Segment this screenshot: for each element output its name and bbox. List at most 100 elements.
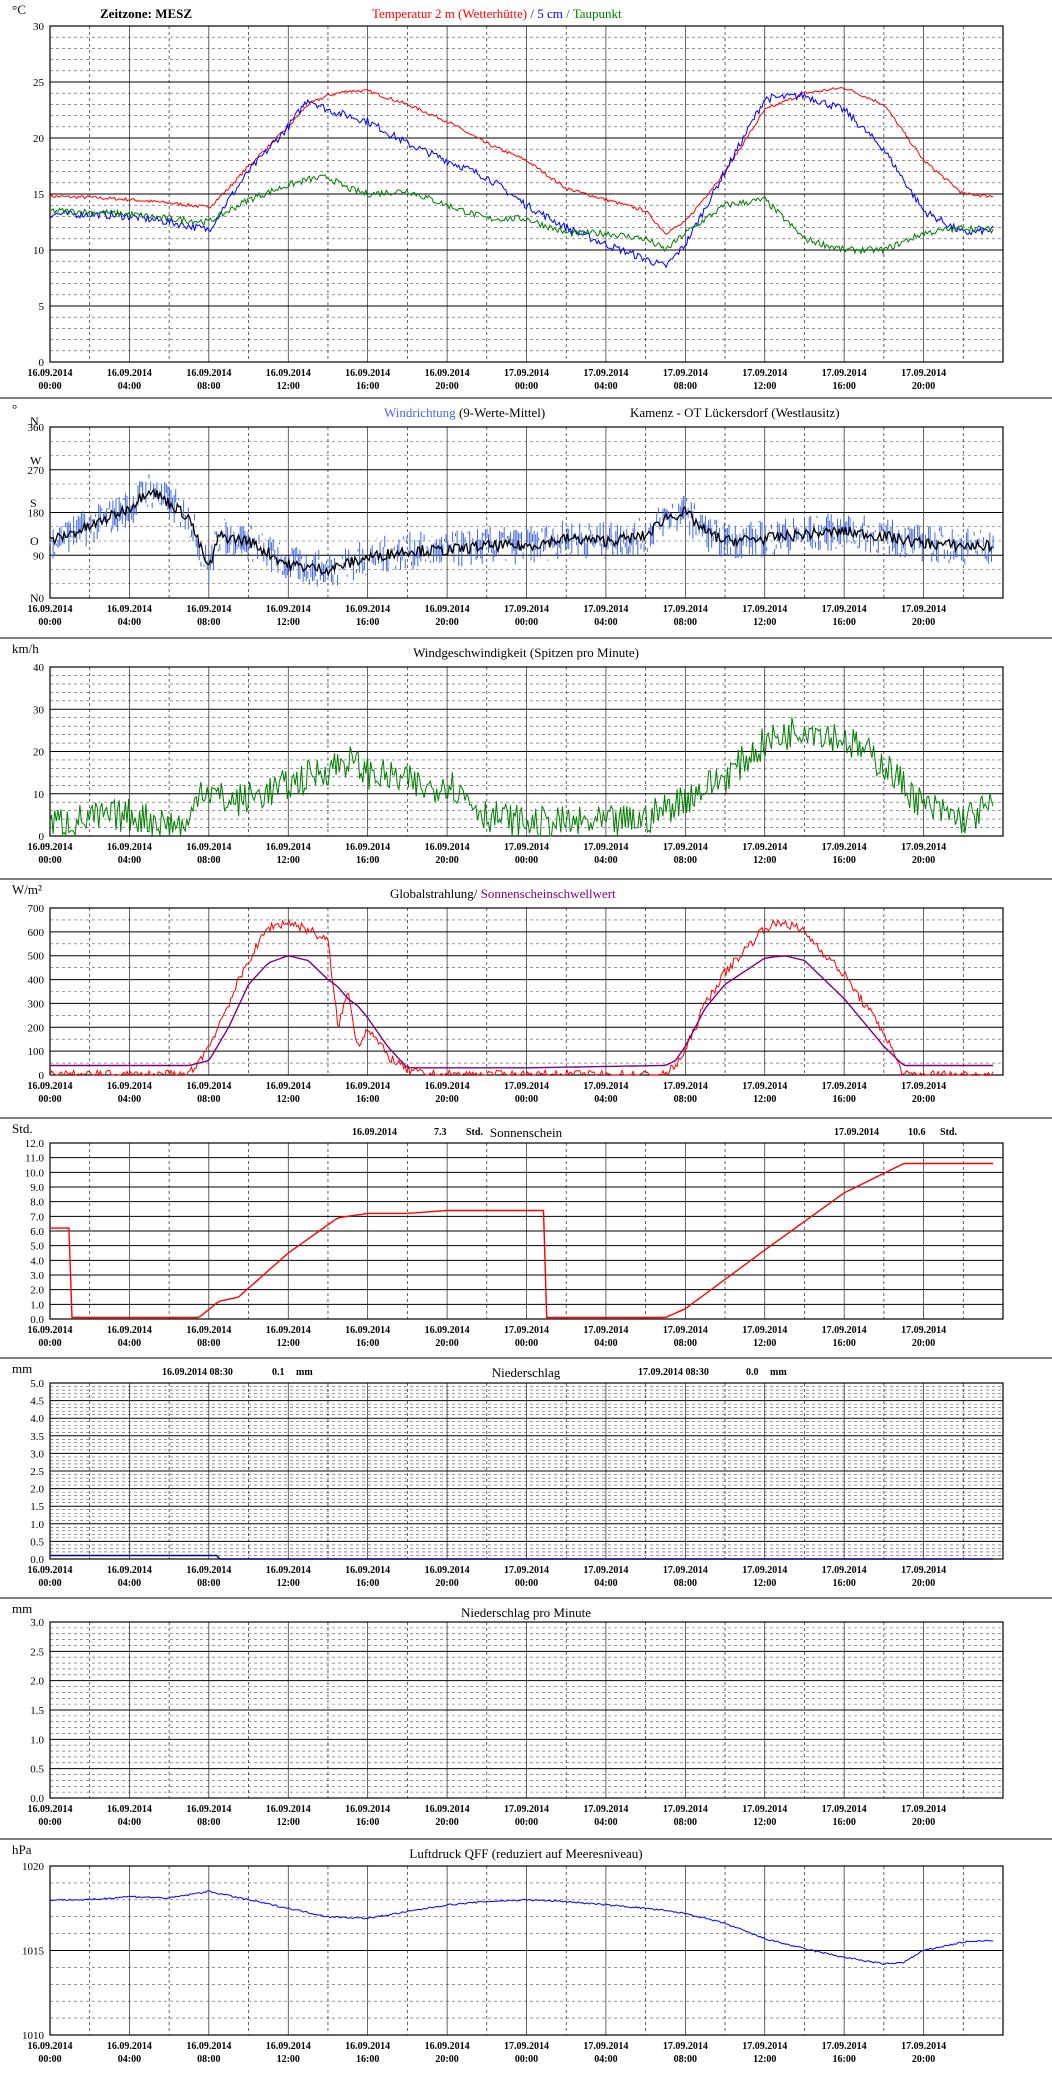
x-tick-date: 16.09.2014	[107, 1325, 152, 1336]
x-tick-date: 17.09.2014	[742, 2041, 787, 2052]
series-1-line	[49, 717, 994, 837]
x-tick-date: 17.09.2014	[504, 604, 549, 615]
y-tick-label: 5.0	[30, 1241, 44, 1253]
title-part: Taupunkt	[573, 6, 622, 21]
x-tick-time: 16:00	[356, 617, 379, 628]
x-tick-time: 16:00	[356, 855, 379, 866]
plot-frame	[49, 426, 1004, 599]
y-tick-label: 25	[33, 77, 45, 89]
x-tick-time: 12:00	[753, 617, 776, 628]
x-tick-time: 08:00	[197, 2054, 220, 2065]
x-tick-date: 17.09.2014	[504, 1565, 549, 1576]
x-tick-time: 00:00	[38, 1094, 61, 1105]
timezone-label: Zeitzone: MESZ	[100, 6, 192, 21]
x-tick-date: 16.09.2014	[345, 1804, 390, 1815]
chart-panel-3: 0 10 20 30 40 km/h Windgeschwindigkeit (Spitze…	[0, 637, 1052, 866]
x-tick-date: 17.09.2014	[663, 604, 708, 615]
x-tick-time: 12:00	[753, 1338, 776, 1349]
y-tick-label: 2.0	[30, 1676, 44, 1688]
plot-frame	[49, 1865, 1004, 2036]
x-tick-time: 04:00	[594, 1094, 617, 1105]
plot-frame	[49, 1621, 1004, 1799]
y-tick-label: 700	[28, 903, 45, 915]
x-tick-time: 12:00	[753, 1094, 776, 1105]
plot-frame	[49, 25, 1004, 363]
series-1-line	[50, 1162, 994, 1319]
y-tick-label: 20	[33, 133, 45, 145]
x-tick-date: 16.09.2014	[186, 1565, 231, 1576]
summary-date: 17.09.2014	[834, 1127, 879, 1138]
summary-unit: Std.	[940, 1127, 957, 1138]
x-tick-date: 16.09.2014	[425, 842, 470, 853]
x-tick-time: 00:00	[515, 617, 538, 628]
x-tick-date: 17.09.2014	[663, 368, 708, 379]
series-1-line	[49, 87, 994, 235]
x-tick-date: 16.09.2014	[107, 1565, 152, 1576]
x-tick-time: 12:00	[753, 855, 776, 866]
x-tick-date: 16.09.2014	[107, 368, 152, 379]
x-tick-time: 04:00	[118, 2054, 141, 2065]
x-tick-time: 20:00	[435, 1817, 458, 1828]
x-tick-time: 00:00	[38, 1578, 61, 1589]
series-2-line	[49, 90, 994, 269]
series-1-line	[49, 1890, 994, 1966]
x-tick-time: 20:00	[912, 1578, 935, 1589]
x-tick-date: 16.09.2014	[186, 1081, 231, 1092]
x-tick-time: 00:00	[38, 855, 61, 866]
y-tick-label: 40	[33, 662, 45, 674]
y-tick-label: 10.0	[25, 1167, 45, 1179]
x-tick-time: 08:00	[197, 1817, 220, 1828]
x-tick-time: 12:00	[277, 1094, 300, 1105]
x-tick-date: 16.09.2014	[186, 1804, 231, 1815]
chart-panel-6: 0.0 0.5 1.0 1.5 2.0 2.5 3.0 3.5 4.0 4.5 5.0 mm Niede…	[0, 1357, 1052, 1589]
x-tick-time: 08:00	[197, 1338, 220, 1349]
y-tick-label: 4.0	[30, 1413, 44, 1425]
x-tick-time: 04:00	[118, 1817, 141, 1828]
y-tick-label: 180	[28, 508, 45, 520]
y-tick-label: 20	[33, 747, 45, 759]
x-tick-date: 17.09.2014	[822, 842, 867, 853]
x-tick-date: 17.09.2014	[901, 1565, 946, 1576]
series-2-line	[50, 955, 994, 1069]
x-tick-date: 16.09.2014	[107, 2041, 152, 2052]
y-tick-label: 12.0	[25, 1138, 45, 1150]
x-tick-time: 20:00	[912, 855, 935, 866]
x-tick-date: 16.09.2014	[345, 368, 390, 379]
x-tick-date: 16.09.2014	[28, 1081, 73, 1092]
x-tick-date: 16.09.2014	[266, 842, 311, 853]
x-tick-time: 04:00	[118, 617, 141, 628]
unit-label: W/m²	[12, 882, 42, 897]
summary-value: 0.0	[746, 1367, 759, 1378]
x-tick-date: 16.09.2014	[28, 1325, 73, 1336]
y-tick-label: 10	[33, 789, 45, 801]
x-tick-date: 17.09.2014	[742, 842, 787, 853]
y-tick-label: 1020	[22, 1861, 45, 1873]
y-tick-label: 0.5	[30, 1764, 44, 1776]
y-tick-label: 1.0	[30, 1734, 44, 1746]
x-tick-date: 17.09.2014	[822, 1325, 867, 1336]
y-tick-label: 10	[33, 245, 45, 257]
x-tick-date: 17.09.2014	[742, 1565, 787, 1576]
y-tick-label: 8.0	[30, 1197, 44, 1209]
x-tick-date: 16.09.2014	[266, 1081, 311, 1092]
x-tick-time: 04:00	[118, 1094, 141, 1105]
x-tick-date: 17.09.2014	[504, 2041, 549, 2052]
x-tick-date: 17.09.2014	[663, 1325, 708, 1336]
y-tick-label: 3.5	[30, 1431, 44, 1443]
y-tick-label: 400	[28, 975, 45, 987]
direction-label: N	[30, 591, 39, 605]
x-tick-time: 20:00	[912, 1338, 935, 1349]
x-tick-date: 16.09.2014	[345, 1081, 390, 1092]
x-tick-time: 16:00	[832, 381, 855, 392]
y-tick-label: 15	[33, 189, 45, 201]
y-tick-label: 360	[28, 422, 45, 434]
x-tick-time: 08:00	[674, 381, 697, 392]
x-tick-date: 17.09.2014	[504, 1804, 549, 1815]
x-tick-date: 17.09.2014	[742, 368, 787, 379]
chart-panel-8: 1010 1015 1020 hPa Luftdruck QFF (reduziert …	[0, 1838, 1052, 2065]
x-tick-date: 17.09.2014	[901, 2041, 946, 2052]
chart-panel-1: 0 5 10 15 20 25 30 °C Temperatur 2 m (Wetterhütt…	[12, 2, 1004, 392]
summary-value: 7.3	[434, 1127, 447, 1138]
x-tick-time: 04:00	[594, 855, 617, 866]
